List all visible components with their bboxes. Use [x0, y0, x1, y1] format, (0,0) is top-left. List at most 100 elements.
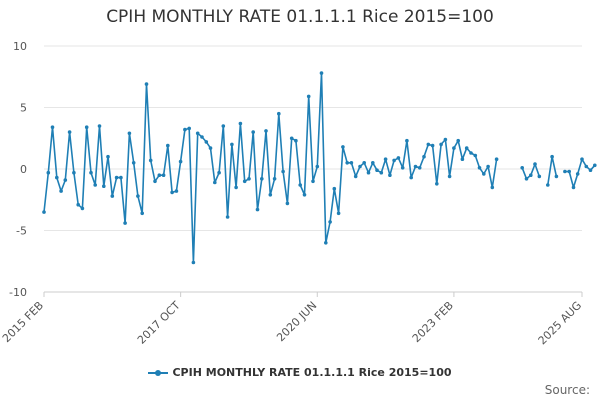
data-point: [315, 164, 320, 169]
data-point: [200, 135, 204, 139]
data-point: [593, 163, 597, 168]
data-point: [72, 170, 76, 175]
x-tick-label: 2015 FEB: [0, 299, 46, 345]
data-point: [63, 178, 68, 182]
data-point: [563, 169, 567, 174]
data-point: [285, 201, 290, 206]
data-point: [490, 185, 495, 190]
data-point: [191, 260, 196, 265]
data-point: [580, 157, 584, 161]
data-point: [332, 186, 337, 191]
data-point: [537, 174, 542, 179]
data-point: [93, 183, 97, 187]
x-tick-labels: 2015 FEB 2017 OCT 2020 JUN 2023 FEB 2025 AUG: [0, 299, 584, 348]
data-point: [170, 190, 174, 195]
data-point: [221, 124, 226, 128]
axes: [43, 291, 583, 297]
data-point: [67, 130, 72, 134]
data-point: [306, 94, 311, 99]
data-point: [546, 183, 550, 187]
data-point: [46, 170, 51, 175]
data-point: [204, 140, 209, 144]
data-point: [571, 185, 576, 190]
data-point: [494, 157, 499, 161]
data-point: [131, 161, 136, 165]
data-point: [140, 211, 144, 216]
data-point: [217, 170, 221, 175]
data-point: [435, 182, 439, 186]
data-point: [588, 168, 593, 172]
y-tick-label: 0: [20, 163, 27, 176]
data-point: [477, 166, 482, 170]
data-point: [166, 143, 170, 148]
x-tick-label: 2020 JUN: [274, 299, 319, 344]
x-tick-label: 2023 FEB: [410, 299, 456, 345]
x-tick-label: 2025 AUG: [536, 299, 585, 348]
data-point: [102, 184, 106, 188]
data-point: [80, 206, 85, 211]
data-point: [183, 127, 187, 132]
data-point: [366, 170, 371, 175]
y-tick-label: -10: [9, 286, 27, 299]
data-point: [584, 164, 589, 169]
data-point: [311, 179, 315, 184]
data-point: [417, 166, 422, 170]
data-point: [379, 170, 384, 175]
data-point: [319, 71, 324, 75]
chart-title: CPIH MONTHLY RATE 01.1.1.1 Rice 2015=100: [106, 7, 494, 27]
data-point: [76, 202, 80, 207]
legend-label: CPIH MONTHLY RATE 01.1.1.1 Rice 2015=100: [172, 366, 452, 379]
data-point: [426, 142, 431, 147]
data-point: [106, 154, 110, 159]
data-point: [187, 126, 191, 131]
data-point: [388, 173, 392, 177]
data-point: [469, 151, 473, 155]
data-point: [336, 211, 341, 216]
data-point: [272, 177, 277, 181]
series-points: [42, 71, 597, 265]
y-tick-label: 5: [20, 102, 27, 115]
data-point: [174, 189, 179, 193]
data-point: [114, 175, 119, 180]
data-point: [533, 162, 537, 166]
data-point: [123, 221, 127, 225]
data-point: [294, 138, 298, 143]
data-point: [148, 158, 153, 163]
data-point: [400, 166, 405, 170]
data-point: [144, 82, 149, 86]
data-point: [268, 193, 273, 197]
data-point: [460, 157, 465, 161]
data-point: [84, 125, 89, 129]
data-point: [473, 153, 478, 158]
data-point: [289, 136, 294, 141]
data-point: [443, 137, 448, 142]
data-point: [89, 170, 93, 175]
data-point: [567, 169, 571, 174]
data-point: [349, 161, 354, 165]
data-point: [97, 124, 102, 128]
x-tick-label: 2017 OCT: [135, 299, 183, 347]
data-point: [447, 174, 452, 179]
y-tick-labels: 10 5 0 -5 -10: [9, 40, 27, 299]
data-point: [255, 207, 260, 212]
data-point: [383, 157, 388, 161]
data-point: [439, 142, 443, 147]
data-point: [195, 131, 200, 136]
data-point: [392, 158, 396, 163]
data-point: [371, 161, 375, 165]
data-point: [550, 154, 554, 159]
data-point: [302, 193, 307, 197]
data-point: [422, 154, 426, 159]
legend[interactable]: CPIH MONTHLY RATE 01.1.1.1 Rice 2015=100: [0, 366, 600, 379]
data-point: [208, 146, 213, 150]
source-label: Source:: [544, 383, 590, 397]
data-point: [230, 142, 234, 147]
data-point: [396, 156, 401, 160]
data-point: [119, 175, 123, 180]
data-point: [554, 174, 559, 179]
data-point: [127, 131, 132, 136]
data-point: [251, 130, 255, 134]
data-point: [225, 215, 230, 219]
series-path: [43, 72, 596, 264]
